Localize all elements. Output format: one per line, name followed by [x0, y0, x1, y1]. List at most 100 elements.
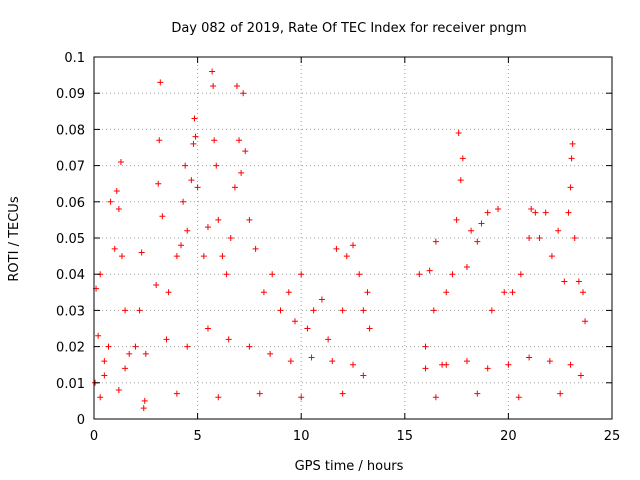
data-point [455, 130, 462, 137]
data-point [430, 307, 437, 314]
x-tick-label: 15 [397, 429, 414, 444]
y-tick-label: 0.05 [56, 232, 85, 247]
y-tick-label: 0.09 [56, 87, 85, 102]
data-point [291, 318, 298, 325]
data-point [567, 361, 574, 368]
data-point [546, 358, 553, 365]
data-point [136, 307, 143, 314]
data-point [422, 365, 429, 372]
x-tick-label: 10 [293, 429, 310, 444]
data-point [478, 220, 485, 227]
x-axis-ticks: 0 5 10 15 20 25 [90, 57, 620, 444]
data-point [495, 206, 502, 213]
data-point [416, 271, 423, 278]
data-point [215, 394, 222, 401]
data-point [159, 213, 166, 220]
data-point [515, 394, 522, 401]
data-point [517, 271, 524, 278]
data-point [122, 365, 129, 372]
grid-lines [94, 57, 612, 419]
data-point [163, 336, 170, 343]
data-point [194, 184, 201, 191]
data-point [252, 245, 259, 252]
data-point [113, 187, 120, 194]
data-point [101, 358, 108, 365]
data-point [240, 90, 247, 97]
data-point [188, 177, 195, 184]
data-point [308, 354, 315, 361]
data-point [211, 137, 218, 144]
data-point [577, 372, 584, 379]
data-point [310, 307, 317, 314]
data-point [569, 140, 576, 147]
data-point [432, 394, 439, 401]
data-point [227, 235, 234, 241]
data-point [568, 155, 575, 162]
data-point [142, 350, 149, 357]
data-point [536, 235, 543, 241]
data-point [528, 206, 535, 213]
data-point [298, 271, 305, 278]
data-point [443, 289, 450, 296]
data-point [210, 82, 217, 89]
data-point [565, 209, 572, 216]
data-point [459, 155, 466, 162]
data-point [318, 296, 325, 303]
data-point [463, 263, 470, 270]
y-tick-label: 0.06 [56, 196, 85, 211]
data-point [343, 253, 350, 260]
data-point [366, 325, 373, 332]
data-point [571, 235, 578, 241]
data-point [463, 358, 470, 365]
data-point [173, 253, 180, 260]
data-point [95, 332, 102, 339]
data-point [449, 271, 456, 278]
data-point [165, 289, 172, 296]
data-point [432, 238, 439, 245]
x-tick-label: 5 [193, 429, 201, 444]
data-point [118, 253, 125, 260]
data-point [422, 343, 429, 350]
data-point [567, 184, 574, 191]
data-point [105, 343, 112, 350]
data-point [184, 343, 191, 350]
data-point [219, 253, 226, 260]
data-point [360, 372, 367, 379]
data-point [453, 216, 460, 223]
data-point [260, 289, 267, 296]
data-point [505, 361, 512, 368]
data-point [117, 158, 124, 165]
data-point [526, 235, 533, 241]
data-point [182, 162, 189, 169]
data-point [364, 289, 371, 296]
data-point [360, 307, 367, 314]
data-point [200, 253, 207, 260]
data-point [140, 405, 147, 412]
data-point [474, 238, 481, 245]
data-point [209, 68, 216, 75]
y-tick-label: 0.01 [56, 377, 85, 392]
data-point [501, 289, 508, 296]
data-point [526, 354, 533, 361]
y-tick-label: 0.1 [64, 51, 85, 66]
data-point [488, 307, 495, 314]
data-point [246, 216, 253, 223]
data-point [468, 227, 475, 234]
data-point [233, 82, 240, 89]
data-point [238, 169, 245, 176]
data-point [557, 390, 564, 397]
data-point [256, 390, 263, 397]
y-tick-label: 0.04 [56, 268, 85, 283]
y-tick-label: 0.02 [56, 341, 85, 356]
data-point [184, 227, 191, 234]
y-axis-ticks: 0 0.01 0.02 0.03 0.04 0.05 0.06 0.07 0.08 0.09 0.1 [56, 51, 612, 428]
data-point [350, 361, 356, 368]
y-tick-label: 0 [77, 413, 85, 428]
data-point [236, 137, 243, 144]
data-point [111, 245, 118, 252]
data-point [542, 209, 549, 216]
data-point [304, 325, 311, 332]
data-point [246, 343, 253, 350]
data-point [97, 394, 104, 401]
data-point [333, 245, 340, 252]
